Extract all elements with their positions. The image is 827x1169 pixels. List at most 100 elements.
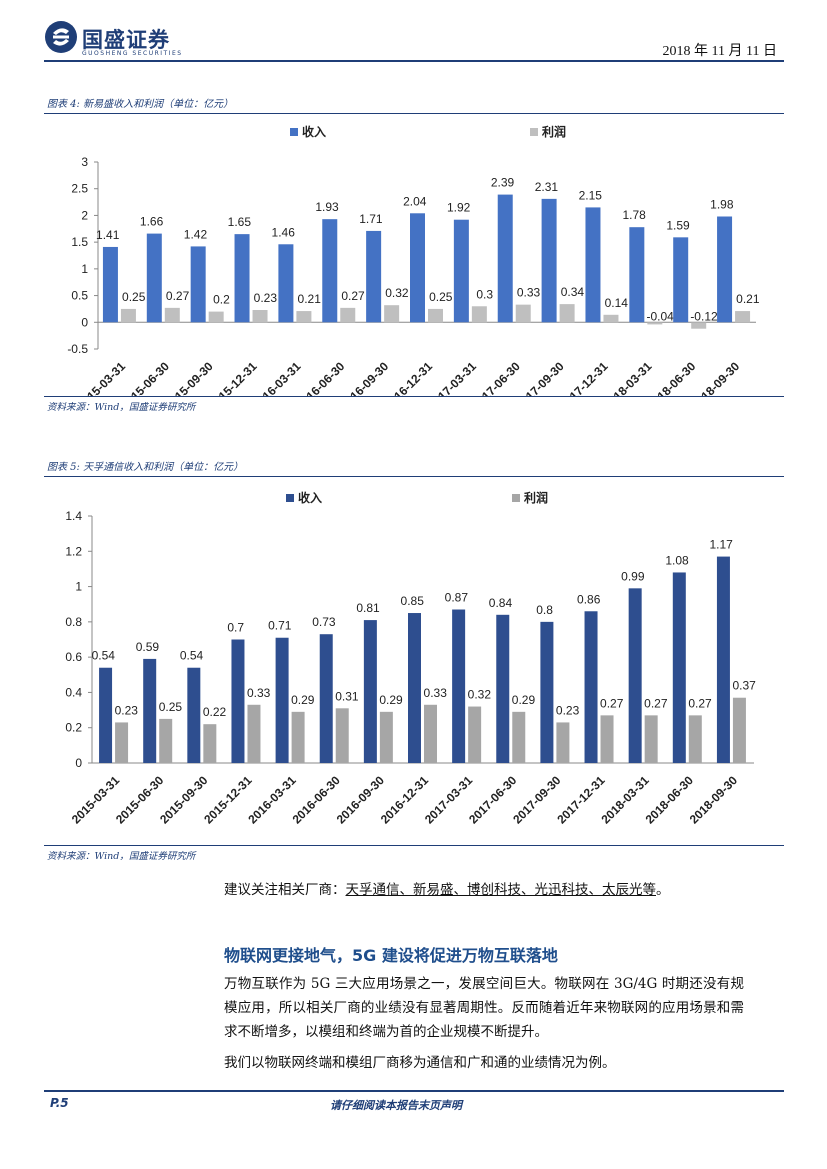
legend-swatch-1	[530, 128, 538, 136]
data-label-profit: 0.23	[556, 703, 580, 717]
data-label-revenue: 1.42	[184, 227, 208, 241]
bar-revenue	[496, 614, 510, 763]
data-label-profit: 0.27	[166, 289, 190, 303]
bar-revenue	[673, 237, 689, 323]
bar-profit	[688, 715, 702, 763]
data-label-profit: -0.12	[690, 309, 718, 323]
data-label-revenue: 1.08	[665, 553, 689, 567]
recommend-companies: 天孚通信、新易盛、博创科技、光迅科技、太辰光等	[345, 882, 657, 898]
data-label-profit: 0.27	[341, 289, 365, 303]
data-label-profit: 0.3	[476, 287, 493, 301]
data-label-profit: 0.29	[512, 693, 536, 707]
data-label-revenue: 1.41	[96, 228, 120, 242]
y-tick-label: 2.5	[71, 182, 88, 196]
y-tick-label: 2	[81, 208, 88, 222]
bar-profit	[559, 304, 575, 323]
section-title: 物联网更接地气，5G 建设将促进万物互联落地	[224, 946, 558, 965]
bar-revenue	[322, 219, 338, 323]
legend-swatch-0	[290, 128, 298, 136]
bar-revenue	[584, 611, 598, 763]
data-label-revenue: 0.54	[92, 649, 116, 663]
data-label-revenue: 1.65	[228, 215, 252, 229]
data-label-profit: 0.25	[122, 290, 146, 304]
bar-revenue	[234, 234, 250, 323]
data-label-profit: 0.27	[644, 696, 668, 710]
data-label-revenue: 2.39	[491, 176, 515, 190]
bar-profit	[691, 322, 707, 329]
x-tick-label: 2018-09-30	[689, 359, 743, 396]
figure5-top-rule	[44, 476, 784, 477]
data-label-profit: 0.33	[517, 286, 541, 300]
bar-revenue	[628, 588, 642, 763]
bar-profit	[247, 704, 261, 763]
y-tick-label: 0.4	[65, 685, 82, 699]
x-tick-label: 2016-12-31	[382, 359, 436, 396]
chart-xinyisheng: -0.5 0 0.5 1 1.5 2 2.5 3 收入 利润 1.41 0.25 2015-03-31 1…	[67, 124, 760, 396]
y-tick-label: -0.5	[67, 342, 88, 356]
section-para1: 万物互联作为 5G 三大应用场景之一，发展空间巨大。物联网在 3G/4G 时期还…	[224, 976, 744, 1040]
x-tick-label: 2016-03-31	[250, 359, 304, 396]
data-label-profit: 0.33	[424, 686, 448, 700]
bar-revenue	[231, 639, 245, 763]
bar-profit	[603, 314, 619, 323]
bar-profit	[556, 722, 570, 763]
data-label-revenue: 1.46	[272, 225, 296, 239]
bar-profit	[120, 308, 136, 323]
x-tick-label: 2017-09-30	[513, 359, 567, 396]
y-tick-label: 0.8	[65, 615, 82, 629]
data-label-revenue: 1.17	[709, 538, 733, 552]
bar-revenue	[366, 230, 382, 323]
data-label-revenue: 0.54	[180, 649, 204, 663]
data-label-revenue: 0.71	[268, 619, 292, 633]
y-tick-label: 0	[75, 756, 82, 770]
x-tick-label: 2017-03-31	[426, 359, 480, 396]
figure5-source: 资料来源：Wind，国盛证券研究所	[47, 851, 196, 862]
legend-label-0: 收入	[298, 490, 322, 505]
data-label-profit: 0.25	[159, 700, 183, 714]
bar-profit	[164, 307, 180, 323]
company-name: 国盛证券	[82, 28, 170, 52]
data-label-revenue: 0.7	[227, 621, 244, 635]
x-tick-label: 2015-03-31	[75, 359, 129, 396]
data-label-profit: 0.29	[291, 693, 315, 707]
bar-revenue	[629, 227, 645, 323]
x-tick-label: 2016-06-30	[294, 359, 348, 396]
x-tick-label: 2015-06-30	[119, 359, 173, 396]
data-label-profit: 0.34	[561, 285, 585, 299]
legend-swatch-1	[512, 494, 520, 502]
x-tick-label: 2018-03-31	[601, 359, 655, 396]
bar-revenue	[190, 246, 206, 323]
legend-label-0: 收入	[302, 124, 326, 139]
bar-revenue	[408, 613, 421, 763]
data-label-revenue: 0.86	[577, 592, 601, 606]
bar-revenue	[540, 621, 554, 763]
bar-profit	[335, 708, 349, 763]
bar-profit	[115, 722, 129, 763]
figure4-bottom-rule	[44, 396, 784, 397]
bar-revenue	[541, 198, 557, 323]
data-label-profit: 0.29	[379, 693, 403, 707]
bar-profit	[471, 306, 487, 323]
chart-tianfu: 00.20.40.60.811.21.4收入 利润0.540.232015-03-…	[65, 490, 756, 827]
y-tick-label: 0.6	[65, 650, 82, 664]
data-label-revenue: 1.71	[359, 212, 383, 226]
bar-revenue	[452, 609, 466, 763]
bar-revenue	[363, 620, 377, 763]
data-label-revenue: 1.66	[140, 215, 164, 229]
data-label-profit: 0.27	[600, 696, 624, 710]
data-label-revenue: 1.92	[447, 201, 471, 215]
bar-revenue	[585, 207, 601, 323]
bar-revenue	[716, 556, 730, 763]
bar-profit	[208, 311, 224, 323]
logo	[44, 20, 78, 54]
data-label-profit: 0.31	[335, 689, 359, 703]
bar-revenue	[187, 667, 201, 763]
bar-revenue	[102, 246, 118, 323]
bar-revenue	[143, 658, 157, 763]
bar-profit	[159, 718, 173, 763]
x-tick-label: 2015-12-31	[206, 359, 260, 396]
data-label-profit: 0.25	[429, 290, 453, 304]
data-label-profit: 0.21	[736, 292, 760, 306]
data-label-revenue: 0.81	[356, 601, 380, 615]
figure5-bottom-rule	[44, 845, 784, 846]
